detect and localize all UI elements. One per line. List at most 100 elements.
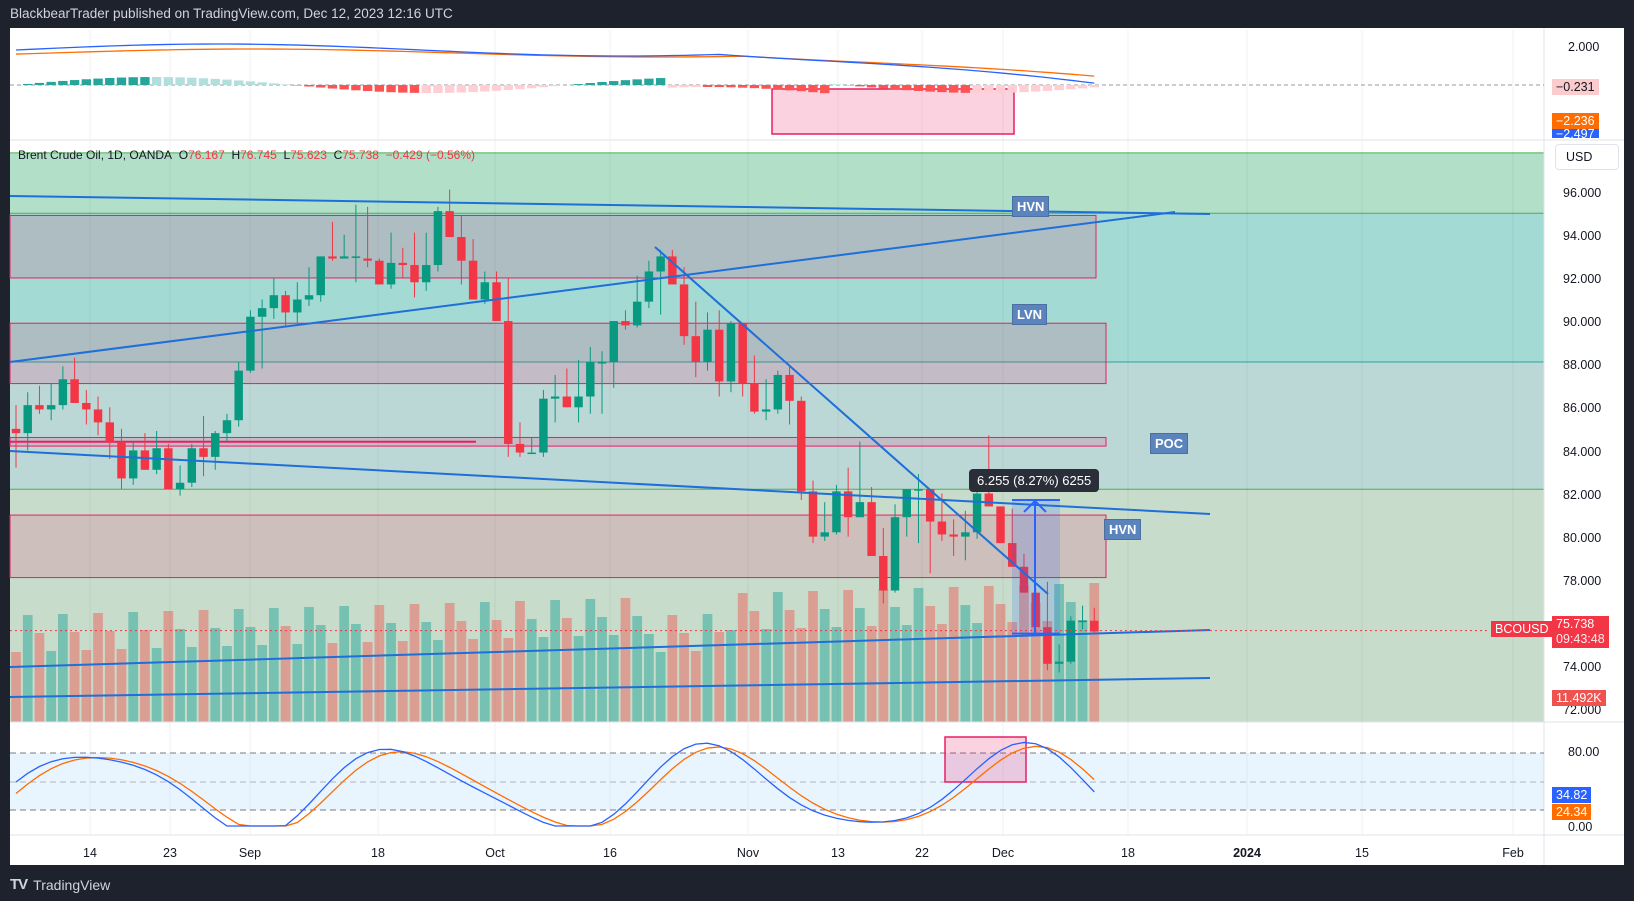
candle — [339, 256, 349, 259]
time-axis-label: Sep — [238, 846, 262, 860]
candle — [644, 271, 654, 302]
symbol-title: Brent Crude Oil, 1D, OANDA — [18, 148, 173, 162]
volume-bar — [46, 651, 57, 722]
candle — [843, 491, 853, 518]
time-axis-label: Dec — [991, 846, 1015, 860]
supply-demand-rectangle — [9, 514, 1107, 579]
candle — [773, 374, 783, 410]
volume-bar — [362, 642, 373, 722]
volume-bar — [515, 601, 525, 722]
candle — [925, 489, 935, 522]
volume-bar — [726, 630, 736, 722]
volume-bar — [526, 619, 537, 722]
candle — [421, 265, 431, 283]
volume-bar — [104, 631, 115, 722]
volume-bar — [140, 630, 150, 722]
macd-histogram-bar — [855, 85, 865, 87]
price-axis-label: 72.000 — [1563, 703, 1602, 718]
open-value: 76.167 — [188, 148, 225, 162]
time-axis-label: 13 — [831, 846, 845, 860]
macd-histogram-bar — [222, 79, 232, 85]
candle — [1019, 566, 1029, 593]
volume-bar — [315, 625, 326, 722]
price-axis-label: 84.000 — [1563, 444, 1602, 459]
published-header: BlackbearTrader published on TradingView… — [10, 6, 453, 21]
macd-histogram-bar — [667, 85, 678, 88]
candle — [257, 308, 267, 317]
candle — [269, 295, 279, 309]
volume-bar — [245, 627, 256, 722]
candle — [539, 398, 548, 453]
candle — [433, 211, 443, 266]
price-axis-label: 80.000 — [1563, 530, 1602, 545]
volume-bar — [878, 589, 889, 722]
brand-name[interactable]: TradingView — [33, 876, 111, 893]
volume-bar — [1019, 585, 1029, 722]
price-axis-label: 96.000 — [1563, 185, 1602, 200]
candle — [492, 282, 501, 322]
volume-bar — [796, 628, 807, 722]
volume-bar — [421, 622, 432, 722]
candle — [1078, 620, 1087, 623]
candle — [1008, 543, 1017, 567]
candle — [281, 295, 290, 313]
macd-histogram-bar — [456, 85, 467, 93]
candle — [351, 256, 361, 258]
candle — [867, 502, 876, 557]
supply-demand-rectangle — [9, 322, 1107, 385]
time-axis-label: Feb — [1502, 846, 1524, 860]
candle — [234, 370, 243, 421]
volume-bar — [901, 625, 912, 722]
macd-histogram-bar — [620, 80, 631, 85]
stoch-k-line — [15, 741, 1095, 827]
macd-histogram-bar — [655, 78, 666, 85]
volume-bar — [702, 614, 713, 722]
candle — [1043, 627, 1052, 664]
candle — [304, 295, 314, 300]
time-axis-label: 15 — [1355, 846, 1369, 860]
hvn-bottom-label: HVN — [1104, 519, 1142, 540]
macd-histogram-bar — [737, 85, 748, 88]
price-axis-label: 74.000 — [1563, 660, 1602, 675]
time-axis-label: 22 — [915, 846, 929, 860]
macd-histogram-tag: −0.231 — [1552, 79, 1599, 95]
stoch-d-line — [15, 745, 1095, 827]
volume-bar — [128, 612, 139, 722]
candle — [457, 237, 466, 261]
volume-bar — [280, 626, 291, 722]
macd-histogram-bar — [749, 85, 760, 89]
trendline — [9, 450, 1211, 515]
volume-bar — [948, 587, 959, 722]
volume-bar — [81, 650, 92, 722]
volume-bar — [550, 600, 560, 722]
candle — [668, 256, 677, 285]
macd-histogram-bar — [913, 85, 924, 91]
macd-histogram-bar — [597, 82, 607, 85]
volume-bar — [819, 609, 830, 722]
macd-histogram-bar — [81, 79, 92, 85]
candle — [246, 316, 255, 371]
candle — [574, 396, 583, 408]
currency-button[interactable]: USD — [1555, 144, 1619, 170]
volume-tag: 11.492K — [1552, 690, 1606, 706]
trendline — [654, 246, 1049, 595]
candle — [562, 396, 572, 408]
candle — [597, 362, 607, 364]
macd-histogram-bar — [116, 77, 127, 85]
macd-histogram-bar — [1042, 85, 1053, 91]
stoch-axis-0: 0.00 — [1568, 820, 1593, 834]
candle — [105, 422, 114, 442]
macd-histogram-bar — [187, 77, 197, 85]
macd-histogram-bar — [878, 85, 888, 89]
candle — [328, 256, 337, 259]
macd-histogram-bar — [960, 85, 971, 93]
candle — [527, 452, 536, 455]
macd-histogram-bar — [245, 81, 256, 85]
candle — [410, 265, 419, 283]
symbol-tag: BCOUSD — [1491, 621, 1553, 637]
macd-histogram-bar — [444, 85, 455, 93]
volume-bar — [339, 606, 350, 722]
volume-bar — [608, 635, 619, 722]
candle — [621, 321, 630, 326]
